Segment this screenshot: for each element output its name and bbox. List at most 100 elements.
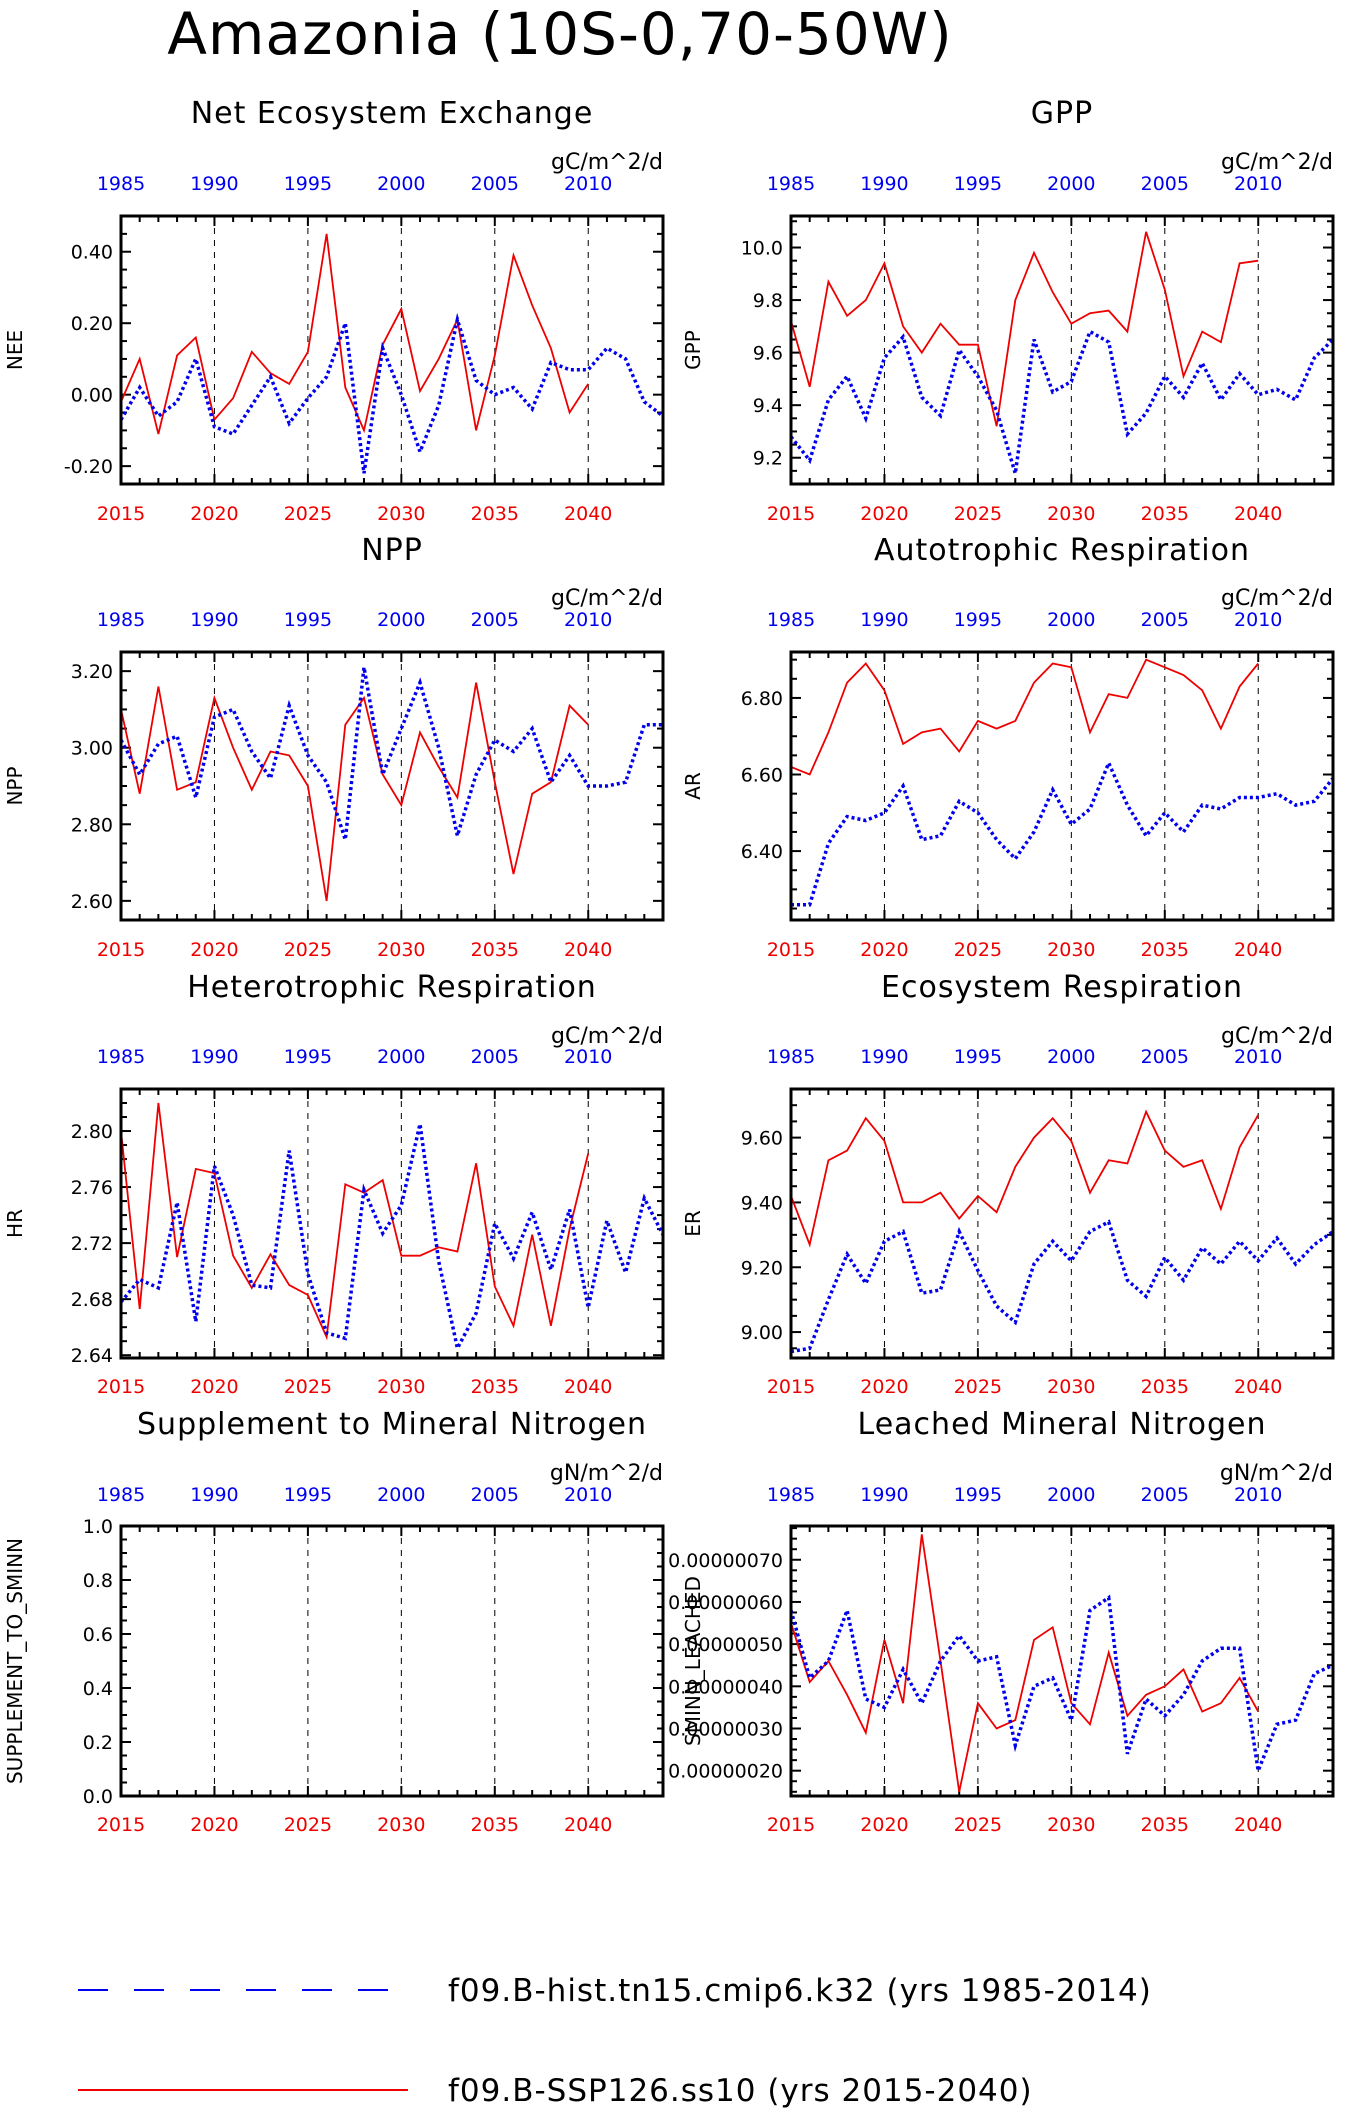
- x-tick-label-top: 1985: [97, 173, 145, 195]
- x-tick-label-bottom: 2035: [471, 939, 519, 961]
- units-label: gC/m^2/d: [551, 150, 663, 175]
- x-tick-label-bottom: 2015: [97, 1814, 145, 1836]
- x-tick-label-top: 1985: [767, 609, 815, 631]
- x-tick-label-top: 2000: [377, 1046, 425, 1068]
- x-tick-label-top: 1985: [97, 1046, 145, 1068]
- x-tick-label-top: 2000: [1047, 173, 1095, 195]
- panel-title: Ecosystem Respiration: [881, 970, 1243, 1005]
- y-tick-label: 6.40: [741, 841, 783, 863]
- units-label: gN/m^2/d: [1220, 1461, 1333, 1486]
- units-label: gC/m^2/d: [1221, 150, 1333, 175]
- y-tick-label: 6.80: [741, 688, 783, 710]
- x-tick-label-top: 2005: [1141, 173, 1189, 195]
- y-tick-label: 2.68: [71, 1289, 113, 1311]
- x-tick-label-top: 1985: [97, 1484, 145, 1506]
- x-tick-label-bottom: 2035: [471, 1814, 519, 1836]
- x-tick-label-bottom: 2040: [564, 1376, 612, 1398]
- x-tick-label-bottom: 2020: [190, 1376, 238, 1398]
- y-tick-label: 9.00: [741, 1322, 783, 1344]
- x-tick-label-bottom: 2025: [284, 1376, 332, 1398]
- panel-gpp: GPP gC/m^2/d 2015 2020 2025 2030 2035 2040 1985 1…: [681, 96, 1335, 525]
- plot-frame: [119, 1524, 665, 1798]
- series-line-ssp126: [791, 1109, 1259, 1248]
- y-tick-label: 6.60: [741, 765, 783, 787]
- x-tick-label-bottom: 2040: [564, 1814, 612, 1836]
- x-tick-label-bottom: 2030: [1047, 939, 1095, 961]
- x-tick-label-top: 1995: [954, 173, 1002, 195]
- x-tick-label-top: 2010: [1234, 173, 1282, 195]
- y-axis-label: ER: [681, 1210, 705, 1237]
- panel-npp: NPP gC/m^2/d 2015 2020 2025 2030 2035 2040 1985 1…: [3, 533, 665, 961]
- x-tick-label-bottom: 2035: [1141, 1814, 1189, 1836]
- units-label: gC/m^2/d: [551, 1024, 663, 1049]
- series-line-hist: [791, 1594, 1333, 1778]
- x-tick-label-bottom: 2015: [767, 1814, 815, 1836]
- x-tick-label-bottom: 2015: [767, 939, 815, 961]
- x-tick-label-bottom: 2025: [284, 939, 332, 961]
- y-tick-label: 0.8: [83, 1570, 113, 1592]
- panel-supplement-to-sminn: Supplement to Mineral NitrogengN/m^2/d20…: [3, 1407, 665, 1836]
- x-tick-label-bottom: 2035: [471, 1376, 519, 1398]
- plot-frame: [119, 1087, 665, 1360]
- y-tick-label: 0.00000020: [668, 1761, 783, 1783]
- y-tick-label: 2.72: [71, 1233, 113, 1255]
- y-tick-label: 1.0: [83, 1516, 113, 1538]
- y-tick-label: 0.2: [83, 1732, 113, 1754]
- y-tick-label: 9.60: [741, 1128, 783, 1150]
- y-tick-label: 0.00000060: [668, 1592, 783, 1614]
- x-tick-label-top: 1990: [190, 1484, 238, 1506]
- x-tick-label-top: 1990: [860, 609, 908, 631]
- x-tick-label-bottom: 2040: [564, 503, 612, 525]
- y-tick-label: 0.00: [71, 385, 113, 407]
- y-tick-label: 3.00: [71, 738, 113, 760]
- x-tick-label-bottom: 2020: [190, 503, 238, 525]
- x-tick-label-bottom: 2025: [284, 503, 332, 525]
- x-tick-label-bottom: 2030: [1047, 1376, 1095, 1398]
- x-tick-label-top: 1990: [860, 1484, 908, 1506]
- x-tick-label-top: 1985: [767, 1046, 815, 1068]
- x-tick-label-top: 2000: [1047, 1484, 1095, 1506]
- y-axis-label: GPP: [681, 330, 705, 370]
- x-tick-label-bottom: 2025: [954, 503, 1002, 525]
- plot-frame: [789, 1524, 1335, 1798]
- x-tick-label-bottom: 2025: [954, 939, 1002, 961]
- plot-frame: [789, 1087, 1335, 1360]
- x-tick-label-bottom: 2020: [190, 1814, 238, 1836]
- y-tick-label: -0.20: [64, 456, 113, 478]
- y-axis-label: AR: [681, 772, 705, 800]
- y-tick-label: 2.76: [71, 1177, 113, 1199]
- panel-title: Autotrophic Respiration: [874, 533, 1250, 568]
- x-tick-label-top: 2005: [1141, 609, 1189, 631]
- x-tick-label-top: 1995: [284, 1046, 332, 1068]
- x-tick-label-top: 1990: [860, 173, 908, 195]
- x-tick-label-top: 2010: [564, 609, 612, 631]
- y-tick-label: 9.40: [741, 1192, 783, 1214]
- x-tick-label-bottom: 2025: [284, 1814, 332, 1836]
- y-tick-label: 0.00000070: [668, 1550, 783, 1572]
- y-tick-label: 9.4: [753, 395, 783, 417]
- units-label: gN/m^2/d: [550, 1461, 663, 1486]
- series-line-ssp126: [791, 658, 1259, 776]
- x-tick-label-bottom: 2040: [1234, 1814, 1282, 1836]
- x-tick-label-top: 2005: [471, 1046, 519, 1068]
- x-tick-label-bottom: 2020: [860, 939, 908, 961]
- panel-title: Supplement to Mineral Nitrogen: [137, 1407, 647, 1442]
- x-tick-label-top: 2005: [471, 609, 519, 631]
- x-tick-label-bottom: 2015: [767, 503, 815, 525]
- x-tick-label-top: 2010: [1234, 1046, 1282, 1068]
- legend-label: f09.B-SSP126.ss10 (yrs 2015-2040): [448, 2073, 1033, 2109]
- x-tick-label-top: 1990: [190, 1046, 238, 1068]
- y-axis-label: SUPPLEMENT_TO_SMINN: [3, 1538, 27, 1784]
- series-line-hist: [121, 1123, 663, 1354]
- y-tick-label: 9.2: [753, 448, 783, 470]
- y-axis-label: HR: [3, 1209, 27, 1238]
- x-tick-label-bottom: 2030: [377, 939, 425, 961]
- series-line-hist: [121, 312, 663, 474]
- x-tick-label-bottom: 2035: [1141, 939, 1189, 961]
- x-tick-label-top: 2010: [564, 1484, 612, 1506]
- plot-frame: [119, 214, 665, 486]
- y-tick-label: 2.80: [71, 814, 113, 836]
- x-tick-label-top: 1985: [767, 1484, 815, 1506]
- x-tick-label-top: 1990: [190, 609, 238, 631]
